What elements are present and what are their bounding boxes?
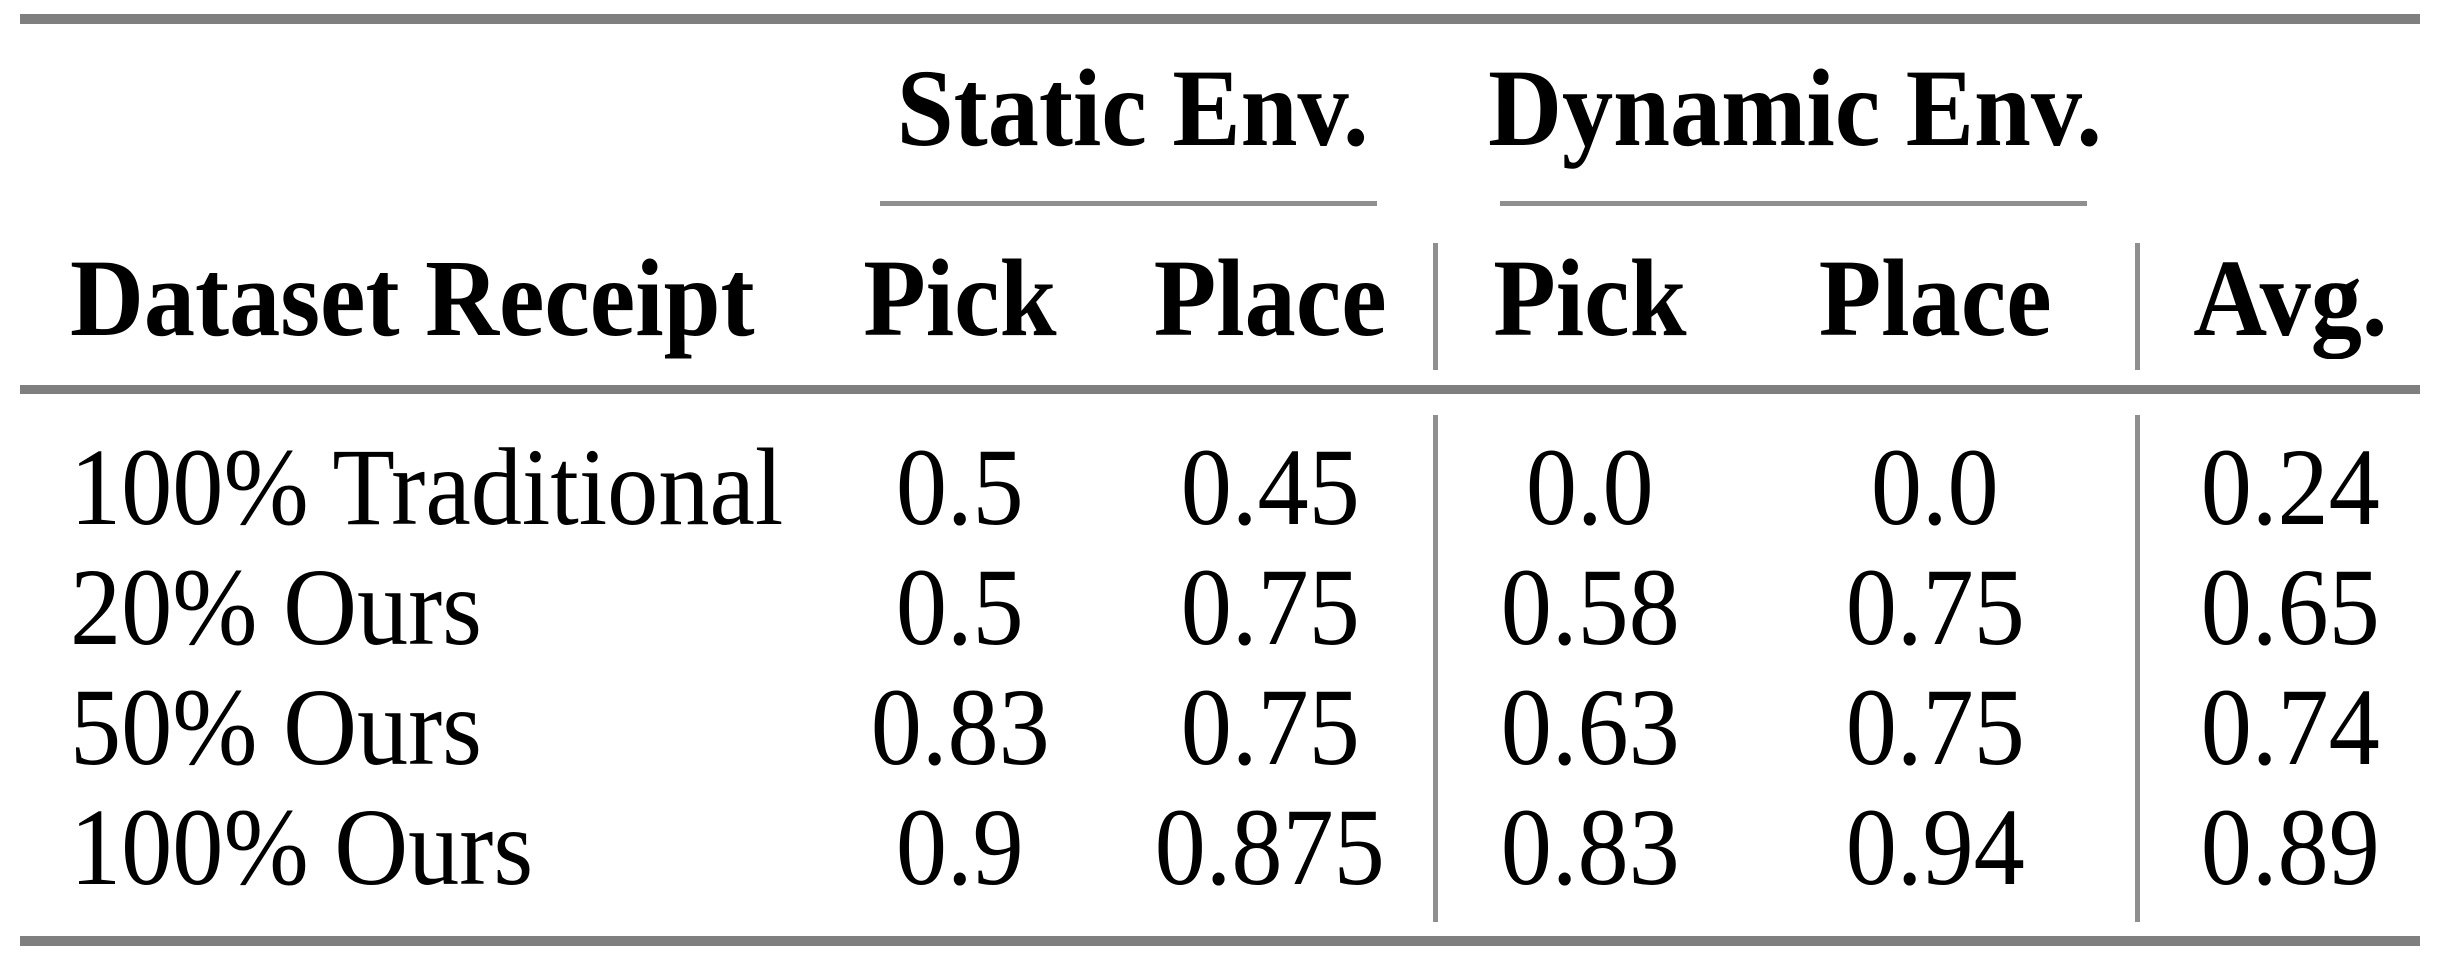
cell-value: 0.89 xyxy=(2200,786,2380,908)
cell-r0-dynamic-place: 0.0 xyxy=(1770,427,2100,547)
cell-value: 0.65 xyxy=(2200,546,2380,668)
cell-value: 0.63 xyxy=(1500,666,1680,788)
bottom-rule xyxy=(20,936,2420,946)
vertical-separator-1-header xyxy=(1433,243,1438,370)
cell-value: 0.75 xyxy=(1845,666,2025,788)
cell-r0-dynamic-pick: 0.0 xyxy=(1460,427,1720,547)
cell-r3-static-pick: 0.9 xyxy=(820,787,1100,907)
cell-value: 0.58 xyxy=(1500,546,1680,668)
cell-r2-dynamic-pick: 0.63 xyxy=(1460,667,1720,787)
cell-value: 0.94 xyxy=(1845,786,2025,908)
cell-r3-static-place: 0.875 xyxy=(1110,787,1430,907)
row-label-text: 100% Traditional xyxy=(70,426,784,548)
cell-value: 0.5 xyxy=(896,426,1024,548)
cell-r3-dynamic-pick: 0.83 xyxy=(1460,787,1720,907)
col-header-static-pick-label: Pick xyxy=(863,236,1057,359)
cell-value: 0.74 xyxy=(2200,666,2380,788)
col-header-dynamic-pick-label: Pick xyxy=(1493,236,1687,359)
cell-value: 0.9 xyxy=(896,786,1024,908)
col-header-dynamic-place-label: Place xyxy=(1818,236,2052,359)
group-header-dynamic-env-label: Dynamic Env. xyxy=(1488,46,2102,169)
row-label-20pct-ours: 20% Ours xyxy=(70,547,830,667)
cell-value: 0.5 xyxy=(896,546,1024,668)
row-label-text: 50% Ours xyxy=(70,666,483,788)
col-header-dynamic-place: Place xyxy=(1770,235,2100,360)
row-label-text: 100% Ours xyxy=(70,786,534,908)
cell-r2-static-pick: 0.83 xyxy=(820,667,1100,787)
results-table: Static Env. Dynamic Env. Dataset Receipt… xyxy=(20,0,2420,966)
vertical-separator-2-header xyxy=(2135,243,2140,370)
row-label-100pct-ours: 100% Ours xyxy=(70,787,830,907)
col-header-avg: Avg. xyxy=(2160,235,2420,360)
cell-r2-avg: 0.74 xyxy=(2160,667,2420,787)
cell-r0-avg: 0.24 xyxy=(2160,427,2420,547)
cell-r1-dynamic-place: 0.75 xyxy=(1770,547,2100,667)
cell-value: 0.75 xyxy=(1845,546,2025,668)
cell-value: 0.875 xyxy=(1154,786,1386,908)
cell-value: 0.83 xyxy=(1500,786,1680,908)
cell-value: 0.24 xyxy=(2200,426,2380,548)
group-header-static-env-label: Static Env. xyxy=(896,46,1369,169)
cell-r1-static-pick: 0.5 xyxy=(820,547,1100,667)
cell-value: 0.45 xyxy=(1180,426,1360,548)
row-label-100pct-traditional: 100% Traditional xyxy=(70,427,830,547)
cell-value: 0.0 xyxy=(1526,426,1654,548)
cell-r0-static-pick: 0.5 xyxy=(820,427,1100,547)
cell-r1-static-place: 0.75 xyxy=(1110,547,1430,667)
top-rule xyxy=(20,14,2420,24)
group-header-static-env: Static Env. xyxy=(850,50,1415,165)
group-header-dynamic-env: Dynamic Env. xyxy=(1475,50,2115,165)
cell-r3-dynamic-place: 0.94 xyxy=(1770,787,2100,907)
cell-r1-dynamic-pick: 0.58 xyxy=(1460,547,1720,667)
vertical-separator-2-body xyxy=(2135,415,2140,922)
cell-r0-static-place: 0.45 xyxy=(1110,427,1430,547)
mid-rule xyxy=(20,385,2420,394)
col-header-static-pick: Pick xyxy=(820,235,1100,360)
cell-r2-dynamic-place: 0.75 xyxy=(1770,667,2100,787)
cmidrule-static-env xyxy=(880,201,1377,206)
col-header-static-place-label: Place xyxy=(1153,236,1387,359)
col-header-dataset-receipt-label: Dataset Receipt xyxy=(70,236,755,359)
cell-r3-avg: 0.89 xyxy=(2160,787,2420,907)
col-header-dataset-receipt: Dataset Receipt xyxy=(70,235,830,360)
cell-r1-avg: 0.65 xyxy=(2160,547,2420,667)
cell-r2-static-place: 0.75 xyxy=(1110,667,1430,787)
cmidrule-dynamic-env xyxy=(1500,201,2087,206)
row-label-50pct-ours: 50% Ours xyxy=(70,667,830,787)
cell-value: 0.75 xyxy=(1180,546,1360,668)
cell-value: 0.75 xyxy=(1180,666,1360,788)
row-label-text: 20% Ours xyxy=(70,546,483,668)
cell-value: 0.0 xyxy=(1871,426,1999,548)
cell-value: 0.83 xyxy=(870,666,1050,788)
col-header-avg-label: Avg. xyxy=(2192,236,2388,359)
col-header-dynamic-pick: Pick xyxy=(1460,235,1720,360)
vertical-separator-1-body xyxy=(1433,415,1438,922)
col-header-static-place: Place xyxy=(1110,235,1430,360)
